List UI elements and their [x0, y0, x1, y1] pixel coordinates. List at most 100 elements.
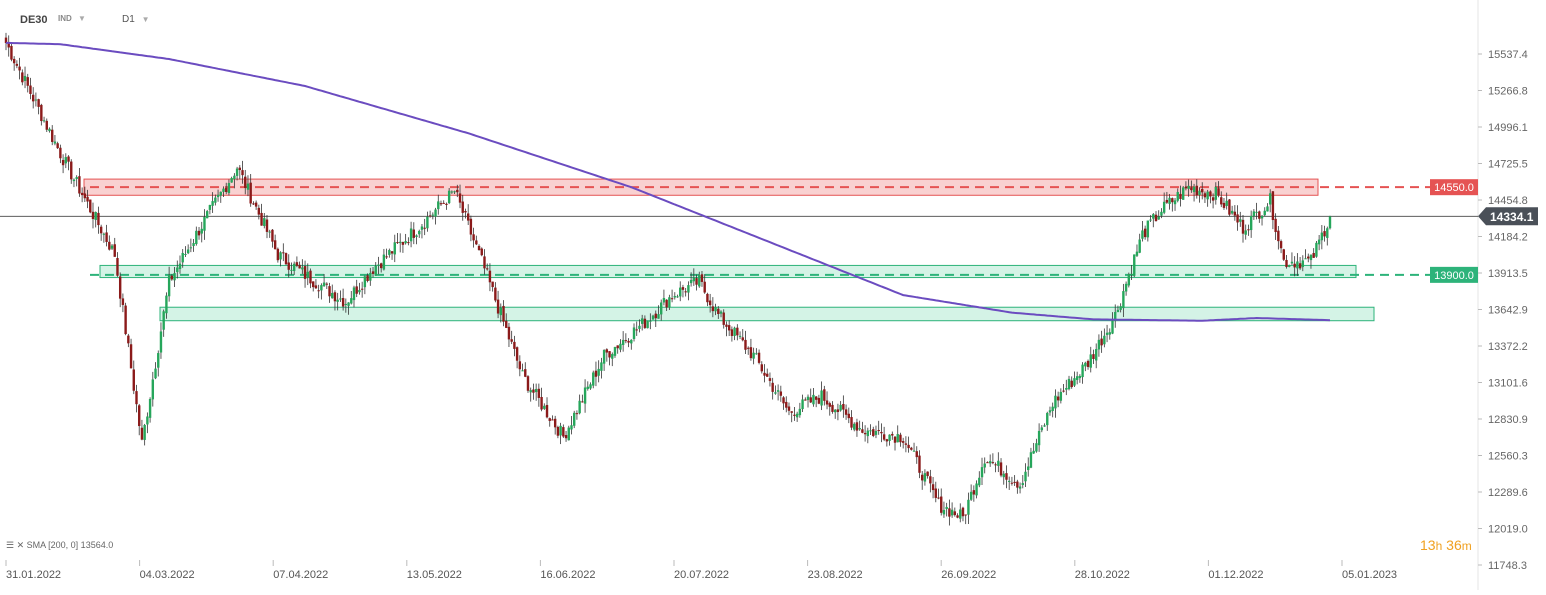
candle-body	[801, 399, 804, 410]
candle-body	[1263, 210, 1266, 216]
x-tick-label: 20.07.2022	[674, 569, 729, 581]
candle-body	[1214, 186, 1218, 200]
candle-body	[532, 389, 535, 393]
candle-body	[219, 191, 222, 196]
candle-body	[409, 228, 413, 242]
candle-body	[350, 298, 353, 304]
y-tick-label: 11748.3	[1488, 560, 1527, 572]
candle-body	[915, 451, 918, 458]
candle-body	[418, 230, 421, 235]
candle-body	[1111, 320, 1114, 334]
candle-body	[263, 218, 266, 226]
candle-body	[1108, 332, 1111, 335]
candle-body	[785, 401, 788, 408]
candle-body	[268, 231, 271, 233]
candle-body	[486, 268, 489, 270]
candle-body	[72, 179, 76, 182]
candle-body	[1149, 219, 1152, 221]
candle-body	[396, 242, 399, 244]
candle-body	[135, 391, 138, 405]
indicator-legend[interactable]: ☰ ✕ SMA [200, 0] 13564.0	[6, 540, 113, 551]
candle-body	[1181, 187, 1185, 200]
candle-body	[882, 434, 886, 440]
candle-body	[1288, 265, 1291, 267]
candle-body	[649, 320, 652, 322]
candle-body	[1320, 232, 1324, 241]
candle-body	[948, 508, 951, 517]
candle-body	[1152, 214, 1155, 219]
candle-body	[934, 488, 937, 498]
candle-body	[1184, 186, 1188, 189]
x-tick-label: 26.09.2022	[941, 569, 996, 581]
candle-body	[1143, 228, 1147, 238]
candle-body	[798, 408, 802, 416]
candle-body	[752, 352, 755, 359]
indicator-list-icon[interactable]: ☰	[6, 540, 15, 550]
candle-body	[722, 312, 725, 325]
close-icon[interactable]: ✕	[16, 540, 25, 550]
candle-body	[1222, 202, 1226, 208]
candle-body	[912, 450, 916, 452]
sma-line	[6, 41, 1331, 322]
candle-body	[1282, 249, 1285, 260]
candle-body	[260, 212, 263, 226]
symbol-selector[interactable]: DE30	[20, 14, 48, 26]
candle-body	[34, 99, 38, 101]
resistance-level-label: 14550.0	[1434, 182, 1474, 194]
candle-body	[543, 405, 546, 409]
candle-body	[442, 202, 445, 204]
candle-body	[1266, 206, 1269, 212]
candle-body	[249, 182, 252, 204]
candle-body	[1141, 230, 1144, 239]
candle-body	[681, 287, 685, 290]
candle-body	[1092, 354, 1095, 359]
candle-body	[423, 227, 426, 229]
candle-body	[339, 298, 342, 300]
candle-body	[959, 509, 962, 519]
candle-body	[621, 339, 625, 346]
candle-body	[15, 63, 19, 66]
candle-body	[611, 354, 614, 359]
candle-body	[564, 435, 568, 439]
candle-body	[1312, 252, 1315, 258]
candle-body	[1130, 273, 1133, 275]
candle-body	[619, 343, 622, 350]
candle-body	[186, 249, 190, 254]
timer-hours: 13	[1420, 537, 1436, 553]
candle-body	[1217, 188, 1220, 196]
candle-body	[415, 235, 418, 237]
candle-body	[755, 353, 758, 355]
instrument-type-selector[interactable]: IND ▼	[58, 14, 86, 23]
candle-body	[124, 305, 127, 335]
candle-body	[969, 491, 973, 500]
candle-body	[344, 303, 348, 305]
candle-body	[89, 199, 92, 213]
candle-body	[600, 362, 603, 371]
candle-body	[494, 287, 497, 301]
candle-body	[1179, 193, 1182, 199]
candle-body	[540, 396, 543, 410]
candle-body	[401, 241, 405, 245]
candle-body	[1119, 306, 1122, 310]
y-tick-label: 13372.2	[1488, 341, 1528, 353]
candle-body	[143, 425, 146, 440]
candle-body	[929, 476, 932, 484]
candle-body	[1239, 219, 1242, 222]
candle-body	[200, 228, 203, 234]
candle-body	[1206, 191, 1209, 200]
timeframe-selector[interactable]: D1 ▼	[122, 14, 150, 25]
candle-body	[1162, 201, 1166, 213]
candle-body	[1138, 239, 1141, 253]
candle-body	[99, 226, 103, 234]
candle-body	[708, 300, 712, 306]
candle-body	[412, 229, 416, 238]
candle-body	[673, 296, 676, 298]
support-level-badge	[1430, 266, 1478, 283]
candle-body	[741, 337, 744, 341]
candle-body	[1002, 473, 1005, 478]
candle-body	[833, 409, 837, 413]
y-tick-label: 13642.9	[1488, 305, 1528, 317]
candle-body	[388, 250, 391, 255]
